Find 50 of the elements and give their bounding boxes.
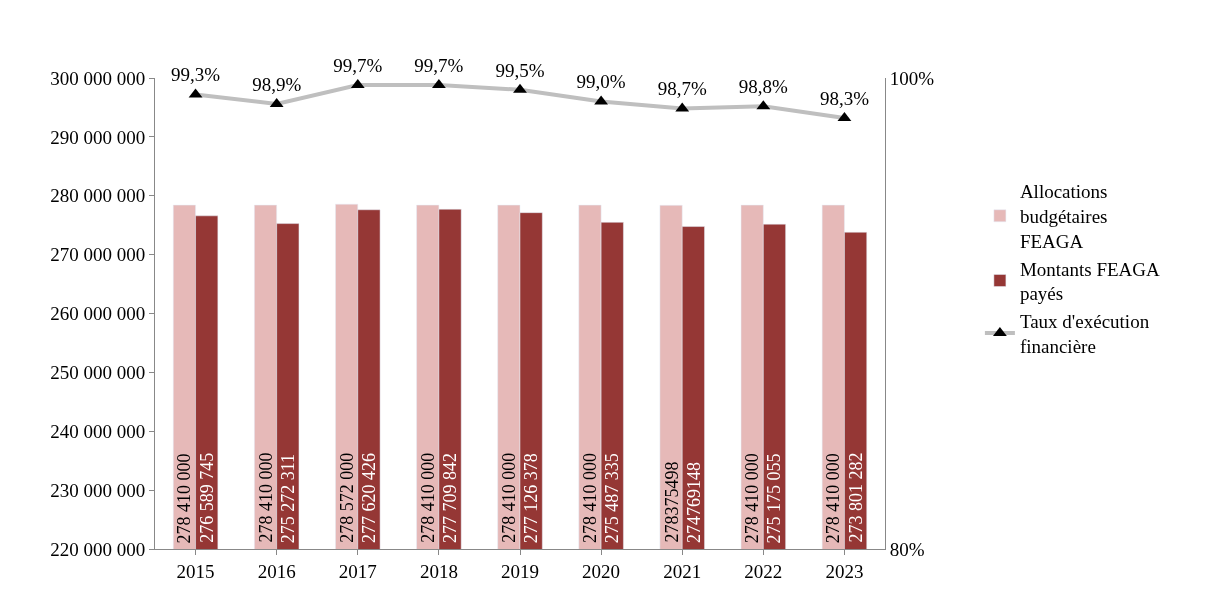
x-tick-label: 2016 bbox=[257, 560, 296, 582]
y-tick-label: 250 000 000 bbox=[50, 362, 146, 384]
x-tick-label: 2020 bbox=[582, 560, 621, 582]
x-tick-label: 2015 bbox=[176, 560, 215, 582]
x-tick-label: 2023 bbox=[825, 560, 864, 582]
x-tick-label: 2021 bbox=[663, 560, 702, 582]
legend-label: Montants FEAGA payés bbox=[1019, 258, 1161, 305]
x-tick-label: 2018 bbox=[419, 560, 458, 582]
x-tick-label: 2022 bbox=[744, 560, 783, 582]
data-label: 277 620 426 bbox=[358, 452, 379, 543]
y2-tick-label: 80% bbox=[889, 538, 925, 560]
data-label: 98,3% bbox=[819, 87, 870, 109]
data-label: 278 410 000 bbox=[417, 452, 438, 543]
data-label: 99,5% bbox=[495, 59, 545, 81]
data-label: 276 589 745 bbox=[196, 452, 217, 543]
y-tick-label: 290 000 000 bbox=[50, 126, 146, 148]
y-tick-label: 260 000 000 bbox=[50, 303, 146, 325]
y-tick-label: 240 000 000 bbox=[50, 420, 146, 442]
y-tick-label: 280 000 000 bbox=[50, 185, 146, 207]
data-label: 275 272 311 bbox=[278, 453, 299, 544]
data-label: 98,7% bbox=[657, 78, 707, 100]
y-tick-label: 220 000 000 bbox=[50, 538, 146, 560]
data-label: 278 410 000 bbox=[742, 453, 763, 544]
data-label: 99,3% bbox=[171, 64, 221, 86]
data-label: 275 487 335 bbox=[602, 453, 623, 544]
data-label: 278 572 000 bbox=[336, 452, 357, 543]
data-label: 274769148 bbox=[683, 461, 704, 543]
data-label: 277 126 378 bbox=[521, 453, 542, 544]
data-label: 278 410 000 bbox=[823, 453, 844, 544]
data-label: 277 709 842 bbox=[440, 453, 461, 544]
data-label: 278375498 bbox=[661, 461, 682, 543]
legend-label: Taux d'exécution financière bbox=[1019, 310, 1150, 357]
x-tick-label: 2017 bbox=[338, 560, 377, 582]
data-label: 278 410 000 bbox=[174, 453, 195, 544]
data-label: 99,7% bbox=[414, 54, 464, 76]
x-tick-label: 2019 bbox=[501, 560, 539, 582]
data-label: 278 410 000 bbox=[255, 452, 276, 543]
data-label: 275 175 055 bbox=[764, 453, 785, 544]
legend-label: Allocations budgétaires FEAGA bbox=[1019, 181, 1108, 252]
y-tick-label: 300 000 000 bbox=[50, 67, 146, 89]
y-tick-label: 270 000 000 bbox=[50, 244, 146, 266]
y2-tick-label: 100% bbox=[889, 67, 935, 89]
data-label: 278 410 000 bbox=[579, 452, 600, 543]
data-label: 98,8% bbox=[738, 76, 789, 98]
data-label: 98,9% bbox=[252, 73, 302, 95]
data-label: 273 801 282 bbox=[845, 452, 866, 543]
data-label: 99,0% bbox=[576, 71, 626, 93]
data-label: 99,7% bbox=[333, 54, 383, 76]
data-label: 278 410 000 bbox=[498, 452, 519, 543]
y-tick-label: 230 000 000 bbox=[50, 479, 146, 501]
